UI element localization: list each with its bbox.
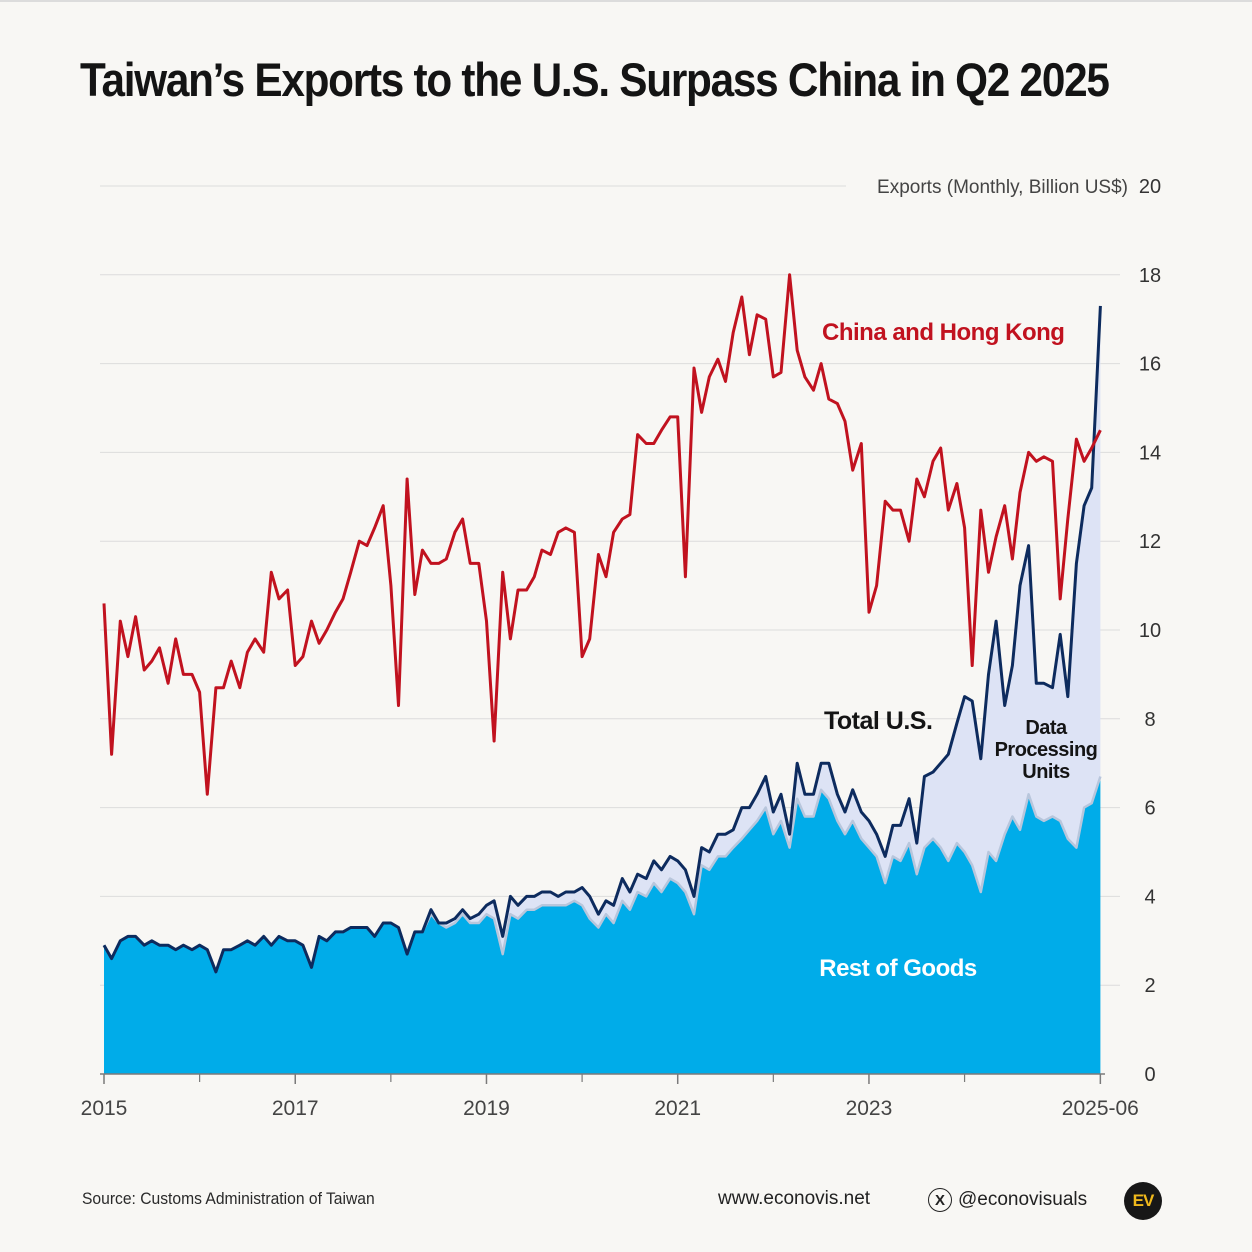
dpu-area: [104, 305, 1101, 972]
y-tick-label: 20: [1139, 176, 1161, 198]
x-tick-label: 2025-06: [1062, 1097, 1139, 1120]
x-logo-icon: X: [928, 1188, 952, 1212]
total-us-line: [102, 305, 1102, 974]
dpu-label: Data Processing Units: [995, 717, 1098, 783]
social-handle: @econovisuals: [958, 1189, 1088, 1210]
y-tick-label: 8: [1144, 709, 1155, 731]
y-tick-label: 12: [1139, 531, 1161, 553]
china-hk-line: [102, 273, 1102, 796]
y-tick-label: 6: [1144, 798, 1155, 820]
social-link[interactable]: X @econovisuals: [928, 1186, 1087, 1214]
x-tick-label: 2017: [272, 1097, 319, 1120]
y-axis-label: Exports (Monthly, Billion US$): [877, 177, 1128, 198]
y-tick-label: 16: [1139, 354, 1161, 376]
y-tick-label: 0: [1144, 1064, 1155, 1086]
top-rule: [0, 0, 1252, 2]
y-tick-label: 2: [1144, 975, 1155, 997]
y-tick-label: 18: [1139, 265, 1161, 287]
page-title: Taiwan’s Exports to the U.S. Surpass Chi…: [80, 53, 1110, 106]
x-tick-label: 2023: [846, 1097, 893, 1120]
source-note: Source: Customs Administration of Taiwan: [82, 1189, 375, 1208]
econovis-logo: EV: [1124, 1182, 1162, 1220]
rest-of-goods-label: Rest of Goods: [819, 955, 977, 982]
china-hk-label: China and Hong Kong: [822, 319, 1064, 346]
y-tick-label: 10: [1139, 620, 1161, 642]
rest-of-goods-area: [104, 776, 1101, 1074]
x-tick-label: 2019: [463, 1097, 510, 1120]
y-tick-label: 4: [1144, 886, 1155, 908]
y-tick-label: 14: [1139, 442, 1161, 464]
x-tick-label: 2021: [654, 1097, 701, 1120]
x-tick-label: 2015: [81, 1097, 128, 1120]
website-link[interactable]: www.econovis.net: [718, 1188, 871, 1209]
total-us-label: Total U.S.: [824, 707, 932, 735]
